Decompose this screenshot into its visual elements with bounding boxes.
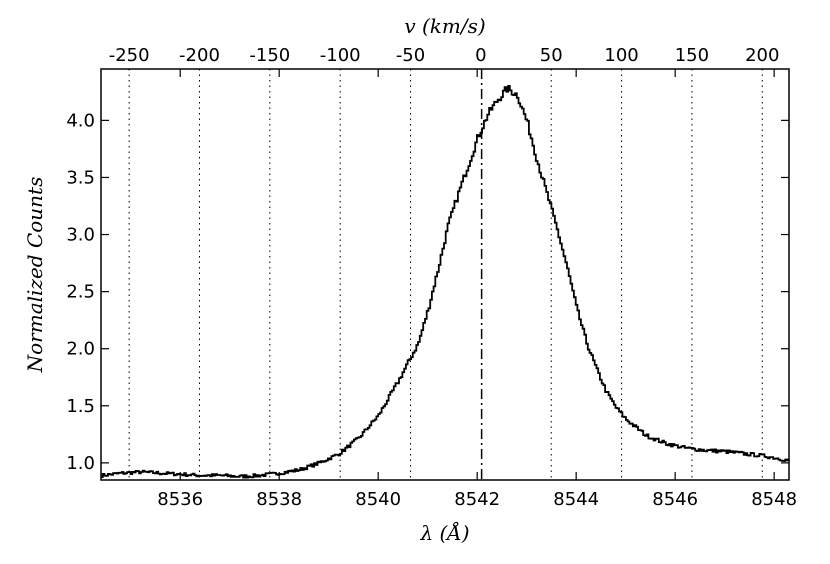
x-tick-label: 8542 (454, 489, 500, 510)
y-tick-label: 3.5 (66, 167, 95, 188)
y-tick-label: 1.5 (66, 396, 95, 417)
y-tick-label: 1.0 (66, 453, 95, 474)
top-tick-label: 100 (604, 45, 638, 66)
top-tick-label: -250 (109, 45, 150, 66)
y-tick-label: 4.0 (66, 110, 95, 131)
x-tick-label: 8548 (751, 489, 797, 510)
y-tick-label: 2.0 (66, 339, 95, 360)
y-axis-label: Normalized Counts (23, 177, 47, 374)
x-tick-label: 8544 (553, 489, 599, 510)
spectrum-series-line (101, 85, 790, 479)
y-axis: 1.0 1.5 2.0 2.5 3.0 3.5 4.0 (66, 110, 789, 474)
x-tick-label: 8538 (256, 489, 302, 510)
y-tick-label: 2.5 (66, 282, 95, 303)
top-velocity-axis: -250 -200 -150 -100 -50 0 50 100 150 200 (109, 45, 780, 66)
velocity-gridlines (128, 69, 763, 480)
top-tick-label: -50 (396, 45, 425, 66)
x-axis-label: λ (Å) (419, 520, 469, 545)
top-tick-label: -100 (320, 45, 361, 66)
x-tick-label: 8540 (355, 489, 401, 510)
x-tick-label: 8536 (157, 489, 203, 510)
top-tick-label: 50 (540, 45, 563, 66)
top-tick-label: -150 (249, 45, 290, 66)
top-tick-label: 150 (675, 45, 709, 66)
y-tick-label: 3.0 (66, 225, 95, 246)
top-tick-label: 0 (475, 45, 486, 66)
top-tick-label: 200 (745, 45, 779, 66)
x-tick-label: 8546 (652, 489, 698, 510)
top-tick-label: -200 (179, 45, 220, 66)
top-axis-label: v (km/s) (404, 14, 485, 38)
plot-frame (100, 68, 790, 481)
bottom-x-axis: 8536 8538 8540 8542 8544 8546 8548 (157, 69, 797, 510)
